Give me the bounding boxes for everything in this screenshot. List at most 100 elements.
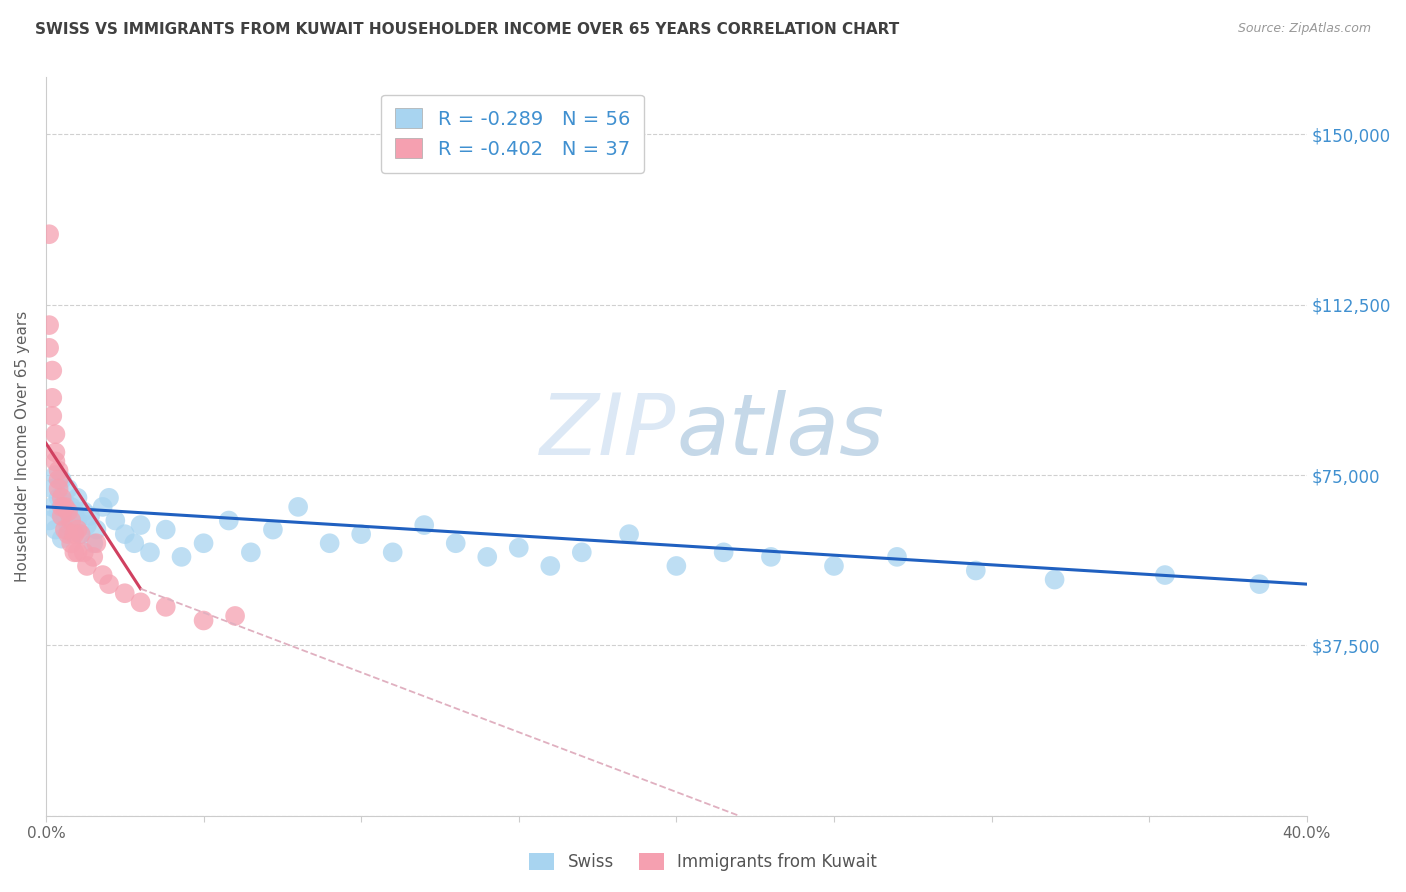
Point <box>413 518 436 533</box>
Point <box>56 527 79 541</box>
Text: SWISS VS IMMIGRANTS FROM KUWAIT HOUSEHOLDER INCOME OVER 65 YEARS CORRELATION CHA: SWISS VS IMMIGRANTS FROM KUWAIT HOUSEHOL… <box>35 22 900 37</box>
Point <box>538 558 561 573</box>
Point <box>41 363 63 377</box>
Point <box>98 577 121 591</box>
Text: Source: ZipAtlas.com: Source: ZipAtlas.com <box>1237 22 1371 36</box>
Point <box>51 473 73 487</box>
Point <box>98 491 121 505</box>
Point <box>665 558 688 573</box>
Point <box>1154 568 1177 582</box>
Point <box>44 454 66 468</box>
Point <box>759 549 782 564</box>
Point <box>104 514 127 528</box>
Point <box>48 463 70 477</box>
Point <box>56 518 79 533</box>
Point <box>76 558 98 573</box>
Point <box>350 527 373 541</box>
Point <box>66 514 89 528</box>
Point <box>51 491 73 505</box>
Point <box>38 341 60 355</box>
Point <box>53 495 76 509</box>
Point <box>114 586 136 600</box>
Text: atlas: atlas <box>676 391 884 474</box>
Point <box>86 536 108 550</box>
Point <box>48 473 70 487</box>
Point <box>60 514 83 528</box>
Point <box>155 523 177 537</box>
Point <box>41 482 63 496</box>
Point <box>44 468 66 483</box>
Text: ZIP: ZIP <box>540 391 676 474</box>
Point <box>38 318 60 332</box>
Point <box>477 549 499 564</box>
Point <box>508 541 530 555</box>
Point <box>63 545 86 559</box>
Point <box>79 508 101 523</box>
Point <box>51 508 73 523</box>
Point <box>66 545 89 559</box>
Point <box>218 514 240 528</box>
Point <box>1043 573 1066 587</box>
Point <box>38 514 60 528</box>
Point <box>73 504 96 518</box>
Point <box>41 500 63 514</box>
Point <box>262 523 284 537</box>
Point <box>86 523 108 537</box>
Point <box>44 445 66 459</box>
Point <box>129 595 152 609</box>
Point <box>53 500 76 514</box>
Point <box>155 599 177 614</box>
Point <box>193 536 215 550</box>
Point <box>193 614 215 628</box>
Point <box>823 558 845 573</box>
Point <box>122 536 145 550</box>
Point <box>60 500 83 514</box>
Point <box>56 482 79 496</box>
Point <box>66 491 89 505</box>
Point <box>381 545 404 559</box>
Point <box>44 427 66 442</box>
Point <box>44 523 66 537</box>
Point <box>886 549 908 564</box>
Point <box>91 568 114 582</box>
Point <box>224 609 246 624</box>
Point <box>53 508 76 523</box>
Point <box>139 545 162 559</box>
Y-axis label: Householder Income Over 65 years: Householder Income Over 65 years <box>15 311 30 582</box>
Point <box>82 549 104 564</box>
Point <box>114 527 136 541</box>
Point <box>91 500 114 514</box>
Point <box>239 545 262 559</box>
Legend: R = -0.289   N = 56, R = -0.402   N = 37: R = -0.289 N = 56, R = -0.402 N = 37 <box>381 95 644 172</box>
Point <box>1249 577 1271 591</box>
Point <box>170 549 193 564</box>
Point <box>63 504 86 518</box>
Point <box>571 545 593 559</box>
Point <box>41 409 63 423</box>
Point <box>51 500 73 514</box>
Point <box>69 527 91 541</box>
Point <box>51 532 73 546</box>
Point <box>53 523 76 537</box>
Point <box>48 491 70 505</box>
Point <box>48 504 70 518</box>
Point <box>48 482 70 496</box>
Point <box>73 545 96 559</box>
Point <box>38 227 60 242</box>
Point <box>965 564 987 578</box>
Point <box>713 545 735 559</box>
Point <box>76 518 98 533</box>
Point <box>66 523 89 537</box>
Point <box>129 518 152 533</box>
Legend: Swiss, Immigrants from Kuwait: Swiss, Immigrants from Kuwait <box>520 845 886 880</box>
Point <box>63 527 86 541</box>
Point <box>56 504 79 518</box>
Point <box>82 536 104 550</box>
Point <box>69 527 91 541</box>
Point <box>41 391 63 405</box>
Point <box>617 527 640 541</box>
Point <box>287 500 309 514</box>
Point <box>444 536 467 550</box>
Point <box>318 536 340 550</box>
Point <box>60 536 83 550</box>
